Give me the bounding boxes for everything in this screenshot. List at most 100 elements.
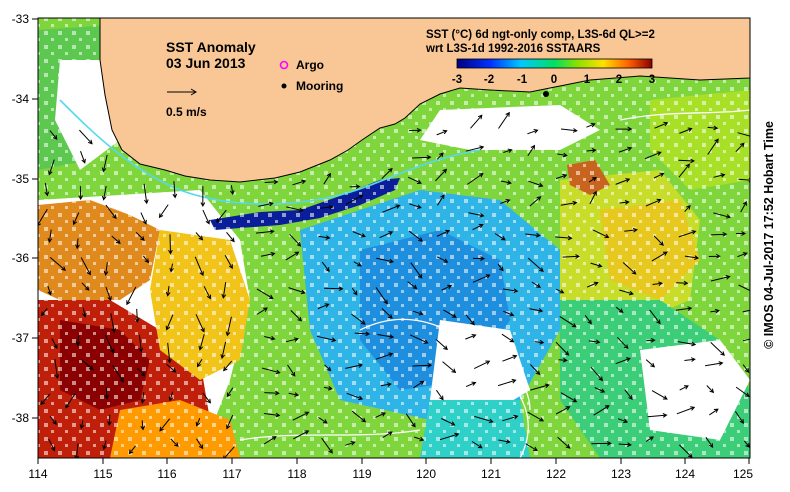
- x-tick-121: 121: [481, 458, 501, 481]
- velocity-arrow-icon: [472, 256, 486, 261]
- velocity-arrow-icon: [324, 286, 344, 292]
- legend-argo: Argo: [279, 58, 324, 72]
- velocity-arrow-icon: [65, 393, 76, 409]
- velocity-arrow-icon: [102, 440, 107, 451]
- velocity-arrow-icon: [586, 122, 596, 128]
- x-tick-label: 123: [611, 467, 631, 481]
- velocity-arrow-icon: [346, 392, 364, 401]
- velocity-arrow-icon: [527, 144, 536, 157]
- x-tick-119: 119: [352, 458, 372, 481]
- velocity-arrow-icon: [288, 287, 306, 295]
- velocity-arrow-icon: [78, 186, 84, 201]
- velocity-arrow-icon: [262, 367, 281, 375]
- velocity-arrow-icon: [324, 364, 332, 372]
- velocity-arrow-icon: [708, 253, 721, 259]
- velocity-arrow-icon: [165, 314, 174, 331]
- velocity-arrow-icon: [318, 416, 328, 424]
- velocity-arrow-icon: [407, 176, 422, 184]
- x-tick-122: 122: [546, 458, 566, 481]
- velocity-arrow-icon: [649, 309, 661, 325]
- velocity-arrow-icon: [646, 337, 656, 343]
- velocity-arrow-icon: [198, 334, 205, 351]
- velocity-arrow-icon: [586, 281, 599, 288]
- velocity-arrow-icon: [676, 280, 689, 286]
- x-tick-label: 125: [733, 467, 753, 481]
- velocity-arrow-icon: [647, 413, 668, 418]
- velocity-arrow-icon: [530, 364, 541, 376]
- velocity-arrow-icon: [137, 367, 146, 377]
- velocity-arrow-icon: [557, 436, 571, 449]
- velocity-arrow-icon: [527, 411, 545, 422]
- colorbar-tick-label: 0: [551, 74, 557, 86]
- velocity-arrow-icon: [435, 389, 444, 401]
- velocity-arrow-icon: [202, 209, 210, 225]
- velocity-arrow-icon: [292, 430, 310, 440]
- velocity-arrow-icon: [289, 233, 302, 247]
- plot-frame: [37, 17, 751, 459]
- velocity-arrow-icon: [75, 335, 81, 347]
- velocity-arrow-icon: [534, 339, 545, 345]
- contour-3: [619, 109, 750, 121]
- velocity-arrow-icon: [40, 393, 51, 406]
- velocity-arrow-icon: [713, 173, 726, 178]
- velocity-arrow-icon: [290, 310, 303, 322]
- x-tick-115: 115: [93, 458, 113, 481]
- velocity-arrow-icon: [111, 235, 121, 244]
- velocity-arrow-icon: [594, 387, 606, 393]
- velocity-arrow-icon: [110, 313, 116, 334]
- x-tick-label: 115: [93, 467, 112, 481]
- velocity-arrow-icon: [226, 387, 234, 398]
- velocity-arrow-icon: [436, 152, 444, 160]
- mooring-label: Mooring: [296, 79, 343, 93]
- y-tick-label: -34: [12, 92, 30, 106]
- velocity-arrow-icon: [735, 386, 750, 398]
- velocity-arrow-icon: [501, 333, 515, 343]
- velocity-arrow-icon: [405, 413, 416, 428]
- velocity-arrow-icon: [527, 257, 544, 272]
- velocity-arrow-icon: [159, 418, 171, 432]
- velocity-arrow-icon: [172, 181, 178, 199]
- velocity-arrow-icon: [410, 262, 423, 279]
- velocity-arrow-icon: [323, 385, 333, 391]
- velocity-arrow-icon: [441, 284, 453, 291]
- velocity-arrow-icon: [354, 331, 371, 337]
- velocity-arrow-icon: [317, 303, 330, 310]
- velocity-arrow-icon: [412, 310, 424, 316]
- velocity-arrow-icon: [615, 357, 631, 365]
- velocity-arrow-icon: [558, 357, 568, 363]
- velocity-arrow-icon: [264, 390, 280, 396]
- velocity-arrow-icon: [167, 342, 172, 364]
- velocity-arrow-icon: [104, 334, 115, 354]
- x-tick-label: 120: [416, 467, 436, 481]
- velocity-arrow-icon: [707, 125, 719, 131]
- velocity-arrow-icon: [353, 261, 362, 267]
- velocity-arrow-icon: [158, 204, 169, 219]
- velocity-arrow-icon: [412, 362, 433, 368]
- velocity-arrow-icon: [105, 286, 112, 302]
- y-tick-minus38: -38: [12, 411, 38, 425]
- velocity-arrow-icon: [75, 238, 80, 250]
- velocity-arrow-icon: [194, 256, 204, 277]
- velocity-arrow-icon: [375, 412, 387, 418]
- velocity-arrow-icon: [677, 341, 697, 347]
- x-tick-117: 117: [222, 458, 242, 481]
- velocity-arrow-icon: [344, 441, 356, 446]
- velocity-arrow-icon: [676, 406, 696, 415]
- velocity-arrow-icon: [710, 342, 725, 356]
- y-tick-label: -35: [12, 172, 30, 186]
- x-tick-114: 114: [28, 458, 48, 481]
- velocity-arrow-icon: [263, 412, 281, 418]
- velocity-arrow-icon: [140, 420, 146, 431]
- velocity-arrow-icon: [586, 148, 597, 153]
- velocity-arrow-icon: [471, 441, 483, 449]
- velocity-arrow-icon: [735, 142, 745, 153]
- x-tick-125: 125: [733, 458, 753, 481]
- colorbar: [456, 58, 653, 69]
- velocity-arrow-icon: [529, 196, 542, 207]
- colorbar-title-1: SST (°C) 6d ngt-only comp, L3S-6d QL>=2: [426, 29, 655, 41]
- velocity-arrow-icon: [503, 148, 513, 154]
- shelf-contour: [59, 99, 481, 205]
- velocity-arrow-icon: [678, 163, 691, 178]
- velocity-arrow-icon: [377, 334, 395, 339]
